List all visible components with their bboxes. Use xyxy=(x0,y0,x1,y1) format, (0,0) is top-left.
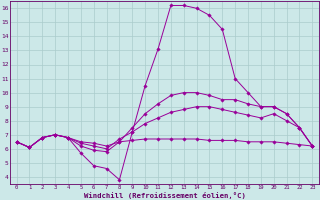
X-axis label: Windchill (Refroidissement éolien,°C): Windchill (Refroidissement éolien,°C) xyxy=(84,192,245,199)
